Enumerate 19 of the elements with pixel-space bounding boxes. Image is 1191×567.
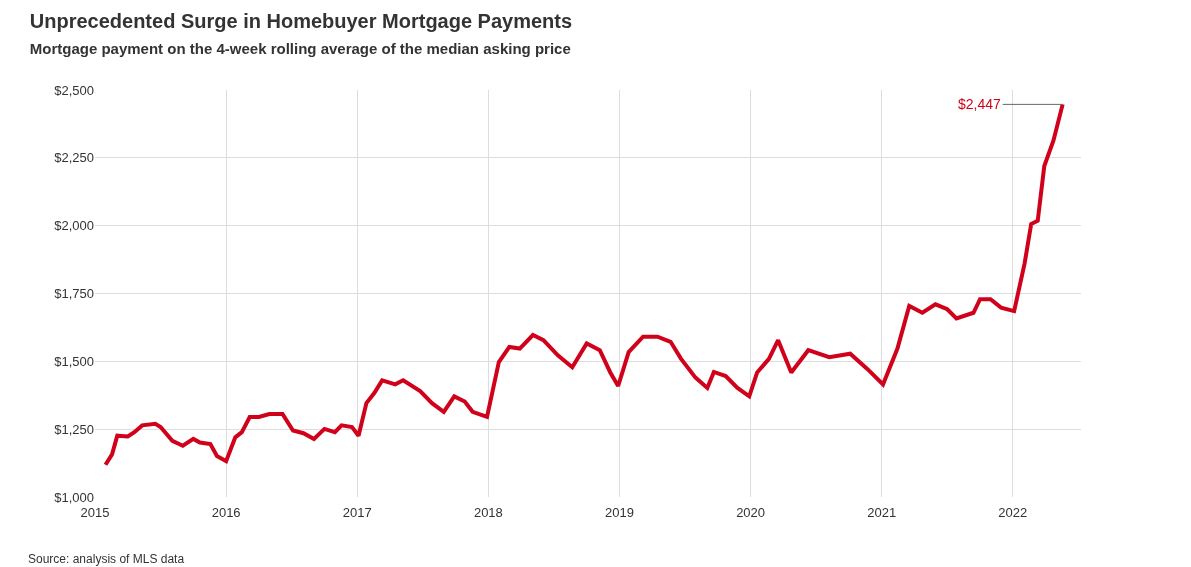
y-tick-label: $1,250	[54, 421, 94, 437]
x-tick-label: 2019	[605, 505, 634, 520]
x-tick-label: 2022	[998, 505, 1028, 520]
x-tick-label: 2021	[867, 505, 897, 520]
y-tick-label: $1,000	[54, 489, 94, 505]
y-tick-label: $1,750	[54, 286, 94, 302]
x-tick-label: 2016	[211, 505, 241, 520]
y-tick-label: $1,500	[54, 353, 94, 369]
y-tick-label: $2,500	[54, 82, 94, 98]
annotation: $2,447	[958, 96, 1002, 112]
x-tick-label: 2015	[80, 505, 110, 520]
y-tick-label: $2,250	[54, 150, 94, 166]
source-note: Source: analysis of MLS data	[28, 552, 185, 566]
y-tick-label: $2,000	[54, 218, 94, 234]
chart-title: Unprecedented Surge in Homebuyer Mortgage Payments	[29, 10, 573, 33]
x-tick-label: 2018	[473, 505, 503, 520]
x-tick-label: 2020	[736, 505, 766, 520]
chart-subtitle: Mortgage payment on the 4-week rolling average of the median asking price	[29, 40, 571, 58]
x-tick-label: 2017	[342, 505, 372, 520]
